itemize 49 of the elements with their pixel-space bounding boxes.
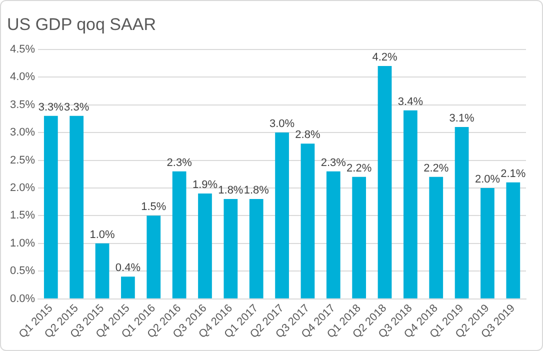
bar <box>121 276 135 298</box>
bar <box>224 199 238 298</box>
data-label: 1.8% <box>218 184 244 197</box>
bar <box>352 176 366 298</box>
data-label: 0.4% <box>115 262 141 274</box>
data-label: 3.4% <box>398 96 424 108</box>
data-label: 1.5% <box>141 201 166 214</box>
data-label: 2.8% <box>295 129 320 142</box>
data-label: 1.0% <box>90 228 116 241</box>
bar <box>404 110 418 298</box>
data-label: 3.3% <box>64 101 90 114</box>
bar <box>44 116 58 298</box>
y-tick-label: 0.0% <box>10 292 36 305</box>
bar <box>326 171 340 298</box>
y-tick-label: 4.5% <box>10 43 36 56</box>
y-tick-label: 1.5% <box>10 210 36 222</box>
y-tick-label: 0.5% <box>10 265 36 278</box>
data-label: 4.2% <box>372 52 398 64</box>
data-label: 2.1% <box>500 168 526 180</box>
y-tick-label: 3.0% <box>10 126 36 139</box>
bar <box>429 176 444 298</box>
chart-title: US GDP qoq SAAR <box>7 14 156 34</box>
bar <box>506 182 520 298</box>
bar <box>95 243 110 298</box>
y-tick-label: 1.0% <box>10 237 36 250</box>
data-label: 3.3% <box>38 101 64 114</box>
data-label: 2.3% <box>166 156 192 169</box>
bar <box>172 171 186 298</box>
bar <box>378 66 392 298</box>
y-tick-label: 2.5% <box>10 154 36 166</box>
y-tick-label: 4.0% <box>10 71 36 84</box>
data-label: 3.1% <box>449 112 475 125</box>
bar <box>249 199 264 298</box>
data-label: 2.3% <box>320 156 346 169</box>
bar <box>198 194 212 298</box>
bar <box>454 127 469 298</box>
data-label: 2.2% <box>424 162 449 174</box>
bar <box>480 188 494 298</box>
bar <box>70 116 84 298</box>
bar <box>275 132 289 298</box>
bar <box>300 144 315 298</box>
y-tick-label: 3.5% <box>10 98 36 111</box>
data-label: 2.0% <box>474 174 500 186</box>
data-label: 1.8% <box>244 184 270 197</box>
data-label: 1.9% <box>192 179 218 192</box>
data-label: 2.2% <box>346 162 372 174</box>
data-label: 3.0% <box>269 118 295 130</box>
bar <box>146 216 161 298</box>
y-tick-label: 2.0% <box>10 182 36 194</box>
